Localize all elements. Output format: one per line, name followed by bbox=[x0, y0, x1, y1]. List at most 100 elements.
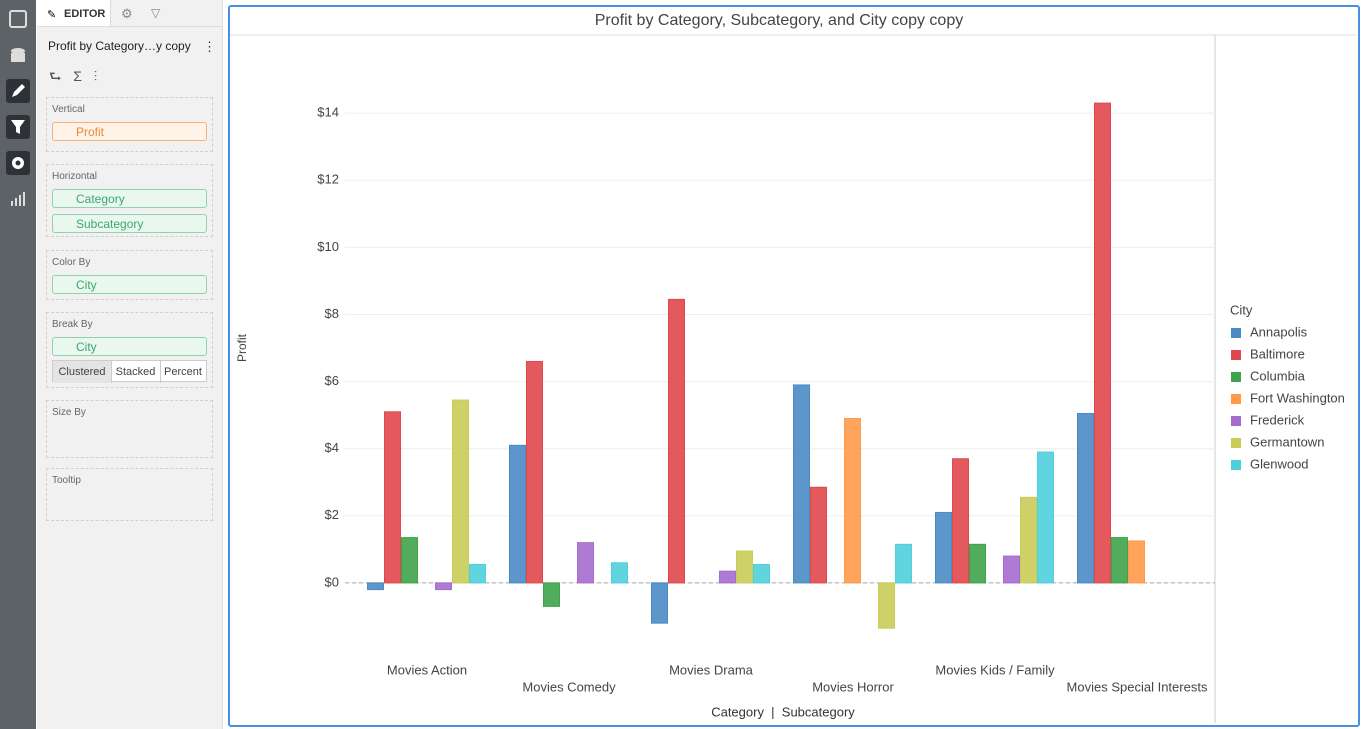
bar bbox=[895, 543, 912, 584]
bar bbox=[753, 563, 770, 584]
legend-label: Columbia bbox=[1250, 368, 1306, 383]
bar bbox=[935, 511, 952, 584]
section: Color By City bbox=[46, 250, 213, 300]
option[interactable]: Clustered bbox=[53, 361, 112, 383]
field[interactable]: Profit bbox=[52, 122, 207, 141]
chart-frame bbox=[228, 5, 1360, 727]
x-axis-label: Category | Subcategory bbox=[711, 704, 855, 719]
filter-icon[interactable] bbox=[6, 115, 30, 139]
y-tick-label: $8 bbox=[325, 306, 339, 321]
field[interactable]: Subcategory bbox=[52, 214, 207, 233]
settings-icon[interactable] bbox=[6, 151, 30, 175]
legend-label: Glenwood bbox=[1250, 456, 1309, 471]
field[interactable]: City bbox=[52, 275, 207, 294]
section: Horizontal Category Subcategory bbox=[46, 164, 213, 237]
legend-swatch bbox=[1231, 438, 1241, 448]
bar bbox=[1094, 102, 1111, 584]
data-icon[interactable] bbox=[6, 44, 30, 68]
legend-label: Baltimore bbox=[1250, 346, 1305, 361]
legend-label: Germantown bbox=[1250, 434, 1324, 449]
bar bbox=[1020, 496, 1037, 584]
bar bbox=[668, 298, 685, 584]
table-icon[interactable] bbox=[9, 10, 27, 28]
section-label: Tooltip bbox=[52, 475, 81, 486]
pencil: ✎ bbox=[47, 9, 57, 21]
legend-title: City bbox=[1230, 302, 1253, 317]
divider bbox=[37, 26, 222, 27]
chart-title: Profit by Category, Subcategory, and Cit… bbox=[595, 12, 963, 29]
bar bbox=[844, 417, 861, 584]
section-label: Size By bbox=[52, 407, 86, 418]
x-tick-label: Movies Special Interests bbox=[1067, 679, 1208, 694]
bar bbox=[1037, 451, 1054, 584]
chart-name[interactable]: Profit by Category…y copy bbox=[48, 39, 191, 53]
x-tick-label: Movies Kids / Family bbox=[935, 662, 1055, 677]
bar bbox=[736, 550, 753, 584]
filter-tab[interactable]: ▽ bbox=[151, 6, 161, 20]
bar bbox=[1128, 540, 1145, 584]
editor-icon[interactable] bbox=[6, 79, 30, 103]
bar bbox=[969, 543, 986, 584]
legend-label: Fort Washington bbox=[1250, 390, 1345, 405]
field[interactable]: Category bbox=[52, 189, 207, 208]
icon-bar bbox=[0, 0, 36, 729]
bar bbox=[1077, 412, 1094, 584]
y-tick-label: $10 bbox=[317, 239, 339, 254]
option[interactable]: Percent bbox=[164, 366, 202, 378]
y-tick-label: $4 bbox=[325, 440, 339, 455]
field[interactable]: City bbox=[52, 337, 207, 356]
settings-tab[interactable]: ⚙ bbox=[121, 6, 133, 21]
y-axis-label: Profit bbox=[235, 333, 249, 362]
toolbar[interactable]: ⮑ Σ ⫶ bbox=[49, 68, 98, 84]
break-options: Clustered Stacked Percent bbox=[52, 360, 207, 383]
bar bbox=[952, 458, 969, 584]
legend-label: Annapolis bbox=[1250, 324, 1308, 339]
icon bbox=[12, 84, 25, 97]
section: Size By bbox=[46, 400, 213, 458]
editor-panel: EDITOR ✎ ⚙ ▽ Profit by Category…y copy ⋮… bbox=[37, 0, 223, 729]
bar bbox=[367, 582, 384, 591]
bar bbox=[793, 384, 810, 584]
bar bbox=[526, 360, 543, 584]
chart-icon[interactable] bbox=[6, 187, 30, 211]
bar bbox=[469, 563, 486, 584]
icon bbox=[12, 157, 24, 169]
icon bbox=[11, 192, 25, 206]
bar bbox=[452, 399, 469, 584]
icon bbox=[11, 120, 25, 134]
legend-swatch bbox=[1231, 372, 1241, 382]
bar bbox=[1003, 555, 1020, 584]
bar bbox=[401, 537, 418, 584]
section-label: Color By bbox=[52, 257, 91, 268]
y-tick-label: $2 bbox=[325, 507, 339, 522]
bar bbox=[384, 411, 401, 584]
legend-swatch bbox=[1231, 394, 1241, 404]
x-tick-label: Movies Comedy bbox=[522, 679, 616, 694]
bar bbox=[878, 582, 895, 629]
bar bbox=[543, 582, 560, 607]
x-tick-label: Movies Horror bbox=[812, 679, 894, 694]
bar bbox=[651, 582, 668, 624]
option[interactable]: Stacked bbox=[111, 361, 161, 383]
section-label: Horizontal bbox=[52, 171, 98, 182]
y-tick-label: $14 bbox=[317, 105, 339, 120]
bar bbox=[509, 444, 526, 584]
y-tick-label: $6 bbox=[325, 373, 339, 388]
bar bbox=[719, 570, 736, 584]
menu[interactable]: ⋮ bbox=[203, 39, 216, 54]
section-label: Vertical bbox=[52, 104, 85, 115]
legend-swatch bbox=[1231, 460, 1241, 470]
bar bbox=[810, 486, 827, 584]
legend-swatch bbox=[1231, 328, 1241, 338]
legend-swatch bbox=[1231, 350, 1241, 360]
x-tick-label: Movies Action bbox=[387, 662, 467, 677]
section: Vertical Profit bbox=[46, 97, 213, 152]
legend-label: Frederick bbox=[1250, 412, 1305, 427]
section: Tooltip bbox=[46, 468, 213, 521]
bar bbox=[1111, 537, 1128, 584]
bar bbox=[577, 542, 594, 584]
editor-tab[interactable]: EDITOR bbox=[37, 0, 111, 26]
icon bbox=[11, 48, 25, 62]
y-tick-label: $12 bbox=[317, 172, 339, 187]
